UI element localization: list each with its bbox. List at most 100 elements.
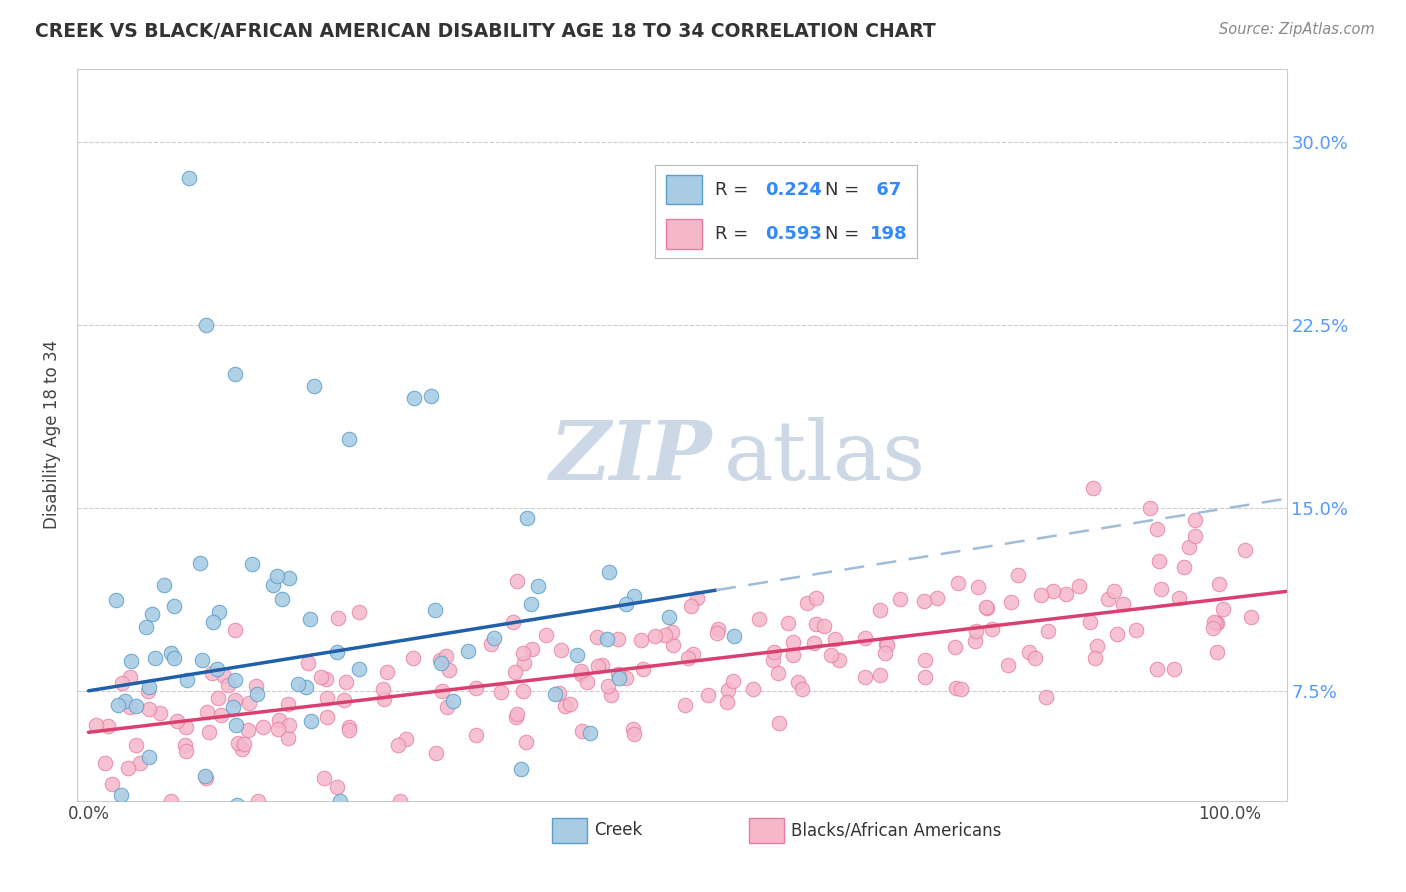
Point <box>207 691 229 706</box>
Text: ZIP: ZIP <box>550 417 711 497</box>
Point <box>762 652 785 666</box>
Text: atlas: atlas <box>724 417 927 497</box>
Point <box>614 597 637 611</box>
Point <box>197 705 219 719</box>
Point <box>748 612 770 626</box>
Point <box>339 720 361 734</box>
Point <box>1097 592 1119 607</box>
Point <box>222 699 245 714</box>
Point <box>782 635 804 649</box>
Point <box>945 681 967 695</box>
Point <box>686 591 709 605</box>
Point <box>304 378 326 392</box>
Point <box>267 723 290 737</box>
Point <box>335 675 357 690</box>
Point <box>202 615 225 629</box>
Point <box>1173 560 1195 574</box>
Point <box>598 679 620 693</box>
Point <box>596 632 619 647</box>
Point <box>1000 595 1022 609</box>
Point <box>654 628 676 642</box>
Point <box>267 713 290 727</box>
Point <box>966 580 988 594</box>
Point <box>118 699 141 714</box>
Point <box>166 714 188 729</box>
Point <box>143 651 166 665</box>
Point <box>536 627 558 641</box>
Point <box>482 631 505 645</box>
Point <box>717 683 740 698</box>
Point <box>394 732 416 747</box>
Point <box>278 571 301 585</box>
Point <box>138 750 160 764</box>
Point <box>212 669 235 683</box>
Point <box>247 794 270 808</box>
Point <box>1111 597 1133 611</box>
Point <box>100 777 122 791</box>
Point <box>1125 623 1147 637</box>
Point <box>419 388 441 402</box>
Point <box>943 640 966 654</box>
Point <box>1205 615 1227 630</box>
Point <box>125 739 148 753</box>
Point <box>889 591 911 606</box>
Point <box>721 673 744 688</box>
Point <box>607 632 630 647</box>
Point <box>1007 568 1029 582</box>
Point <box>141 607 163 622</box>
Point <box>676 651 699 665</box>
Point <box>277 698 299 712</box>
Point <box>209 707 232 722</box>
Point <box>1201 621 1223 635</box>
Point <box>1042 584 1064 599</box>
Point <box>1081 481 1104 495</box>
Point <box>914 670 936 684</box>
Point <box>869 603 891 617</box>
Point <box>246 687 269 701</box>
Point <box>1018 645 1040 659</box>
Point <box>201 665 224 680</box>
Y-axis label: Disability Age 18 to 34: Disability Age 18 to 34 <box>44 340 60 529</box>
Point <box>387 738 409 752</box>
Point <box>298 612 321 626</box>
Point <box>1038 624 1060 639</box>
Point <box>177 171 200 186</box>
Point <box>231 742 253 756</box>
Point <box>489 685 512 699</box>
Point <box>644 629 666 643</box>
Point <box>598 566 620 580</box>
Point <box>163 651 186 665</box>
Point <box>681 599 703 614</box>
Point <box>706 622 728 636</box>
Point <box>262 578 284 592</box>
Point <box>512 646 534 660</box>
Point <box>742 681 765 696</box>
Point <box>299 714 322 728</box>
Point <box>316 690 339 705</box>
Point <box>465 728 488 742</box>
Point <box>1139 500 1161 515</box>
Point <box>792 682 814 697</box>
Point <box>853 631 876 645</box>
Point <box>138 701 160 715</box>
Text: 198: 198 <box>870 225 907 243</box>
Point <box>1146 522 1168 536</box>
Point <box>1202 615 1225 629</box>
Point <box>706 626 728 640</box>
Point <box>1024 650 1046 665</box>
Text: N =: N = <box>825 225 865 243</box>
Point <box>820 648 842 663</box>
Point <box>425 746 447 760</box>
Point <box>591 658 613 673</box>
Point <box>402 391 425 405</box>
Point <box>614 672 637 686</box>
Point <box>277 718 299 732</box>
Text: 67: 67 <box>870 180 901 199</box>
Point <box>217 677 239 691</box>
Point <box>976 601 998 615</box>
Point <box>569 664 592 678</box>
Point <box>128 756 150 771</box>
Point <box>505 710 527 724</box>
Point <box>766 665 789 680</box>
Point <box>436 699 458 714</box>
